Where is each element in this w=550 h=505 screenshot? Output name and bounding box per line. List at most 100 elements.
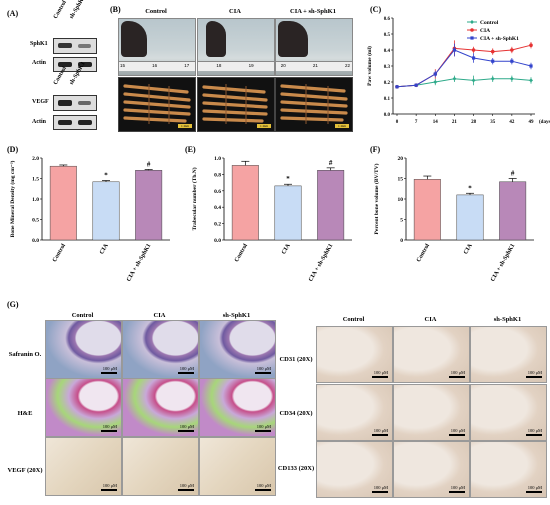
panel-label-c: (C) — [370, 5, 382, 14]
y-tick-label: 0.3 — [384, 65, 391, 70]
chart-paw-volume: 0.0 0.1 0.2 0.3 0.4 0.5 0.6 0 7 14 21 28 35 42 49 (days… — [366, 17, 550, 125]
y-tick-label: 0.5 — [32, 218, 39, 224]
bar — [92, 181, 120, 241]
scale-label: 100 μM — [102, 366, 117, 371]
data-point — [510, 48, 514, 52]
ct-scan-cia-shsphk1: 1 mm — [275, 77, 353, 132]
scale-bar — [101, 372, 117, 374]
scale-bar — [449, 376, 465, 378]
y-tick-label: 1.5 — [32, 177, 39, 183]
histo-row-safranin: Safranin O. — [8, 351, 42, 358]
x-tick-label: CIA + sh-SphK1 — [126, 243, 152, 283]
y-tick-label: 5 — [400, 218, 403, 224]
scale-label: 100 μM — [450, 428, 465, 433]
series-line — [396, 49, 532, 88]
panel-label-e: (E) — [185, 145, 196, 154]
data-point — [529, 43, 533, 47]
y-tick-label: 15 — [398, 177, 404, 183]
histo-tile-cd34-control: 100 μM — [316, 384, 393, 441]
scale-bar — [449, 491, 465, 493]
scale-bar — [526, 376, 542, 378]
histo-tile-cd31-control: 100 μM — [316, 326, 393, 383]
blot-row-actin-2: Actin — [32, 119, 46, 125]
y-tick-label: 0.2 — [214, 222, 221, 228]
ruler-scale: 15 16 17 18 19 20 21 22 — [120, 63, 350, 68]
data-point — [529, 64, 533, 68]
group-label-cia: CIA — [229, 8, 241, 15]
histo-tile-cd31-shsphk1: 100 μM — [470, 326, 547, 383]
y-tick-label: 1.0 — [214, 156, 221, 162]
ct-scan-control: 1 mm — [118, 77, 196, 132]
bar — [413, 179, 441, 241]
scale-badge: 1 mm — [257, 124, 271, 128]
y-tick-label: 0 — [400, 238, 403, 244]
scale-bar — [178, 372, 194, 374]
x-tick-label: Control — [52, 243, 67, 264]
y-tick-label: 0.1 — [384, 97, 391, 102]
scale-label: 100 μM — [102, 424, 117, 429]
scale-bar — [372, 376, 388, 378]
significance-mark: * — [286, 175, 290, 183]
scale-label: 100 μM — [179, 424, 194, 429]
bar — [274, 185, 302, 241]
legend-marker — [470, 20, 474, 24]
data-point — [452, 76, 457, 81]
panel-label-g: (G) — [7, 300, 19, 309]
significance-mark: * — [104, 172, 108, 180]
histo-row-vegf: VEGF (20X) — [7, 467, 43, 474]
legend-label: CIA — [480, 28, 490, 34]
blot-col-shsphk1: sh-SphK1 — [68, 0, 87, 20]
histo-col-cia-2: CIA — [424, 316, 437, 323]
scale-bar — [101, 489, 117, 491]
scale-bar — [255, 489, 271, 491]
histo-tile-cd133-shsphk1: 100 μM — [470, 441, 547, 498]
western-blot-vegf — [53, 95, 97, 111]
y-axis-label: Trabecular number (Tb.N) — [191, 167, 198, 230]
scale-label: 100 μM — [373, 428, 388, 433]
western-blot-actin — [53, 57, 97, 72]
data-point — [510, 59, 514, 63]
y-tick-label: 0.0 — [214, 238, 221, 244]
histo-col-control: Control — [71, 312, 94, 319]
panel-label-d: (D) — [7, 145, 19, 154]
histo-tile-safranin-control: 100 μM — [45, 320, 122, 379]
paw-photo-control — [118, 18, 196, 76]
blot-col-control: Control — [52, 0, 68, 20]
x-tick-label: CIA — [99, 242, 110, 255]
histo-tile-vegf-control: 100 μM — [45, 437, 122, 496]
scale-bar — [255, 430, 271, 432]
histo-tile-he-control: 100 μM — [45, 378, 122, 437]
x-tick-label: 49 — [529, 120, 535, 125]
histo-tile-safranin-shsphk1: 100 μM — [199, 320, 276, 379]
histo-tile-he-shsphk1: 100 μM — [199, 378, 276, 437]
x-tick-label: CIA — [463, 242, 474, 255]
y-tick-label: 0.8 — [214, 172, 221, 178]
scale-bar — [372, 491, 388, 493]
y-tick-label: 20 — [398, 156, 404, 162]
y-tick-label: 0.0 — [384, 113, 391, 118]
y-tick-label: 10 — [398, 197, 404, 203]
scale-label: 100 μM — [527, 485, 542, 490]
group-label-cia-shsphk1: CIA + sh-SphK1 — [290, 8, 336, 15]
scale-bar — [372, 434, 388, 436]
scale-label: 100 μM — [179, 483, 194, 488]
scale-bar — [526, 434, 542, 436]
x-tick-label: CIA — [281, 242, 292, 255]
x-tick-label: 14 — [433, 120, 439, 125]
chart-percent-bone-volume: 0 5 10 15 20 Percent bone volume (BV/TV) Contr… — [373, 156, 534, 283]
western-blot-actin-2 — [53, 115, 97, 130]
y-tick-label: 0.4 — [384, 49, 391, 54]
series-line — [396, 78, 532, 88]
blot-row-actin: Actin — [32, 60, 46, 66]
x-tick-label: CIA + sh-SphK1 — [308, 243, 334, 283]
histo-row-he: H&E — [17, 410, 33, 417]
bar — [135, 170, 163, 241]
scale-label: 100 μM — [256, 424, 271, 429]
significance-mark: * — [468, 184, 472, 192]
panel-label-f: (F) — [370, 145, 381, 154]
x-axis-label: (days) — [539, 120, 550, 125]
legend-marker — [470, 28, 474, 32]
histo-tile-he-cia: 100 μM — [122, 378, 199, 437]
y-tick-label: 1.0 — [32, 197, 39, 203]
data-point — [471, 56, 476, 60]
